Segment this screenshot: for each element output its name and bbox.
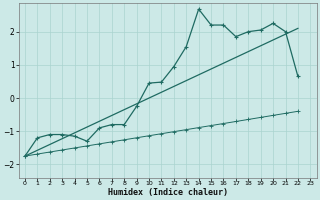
X-axis label: Humidex (Indice chaleur): Humidex (Indice chaleur) <box>108 188 228 197</box>
